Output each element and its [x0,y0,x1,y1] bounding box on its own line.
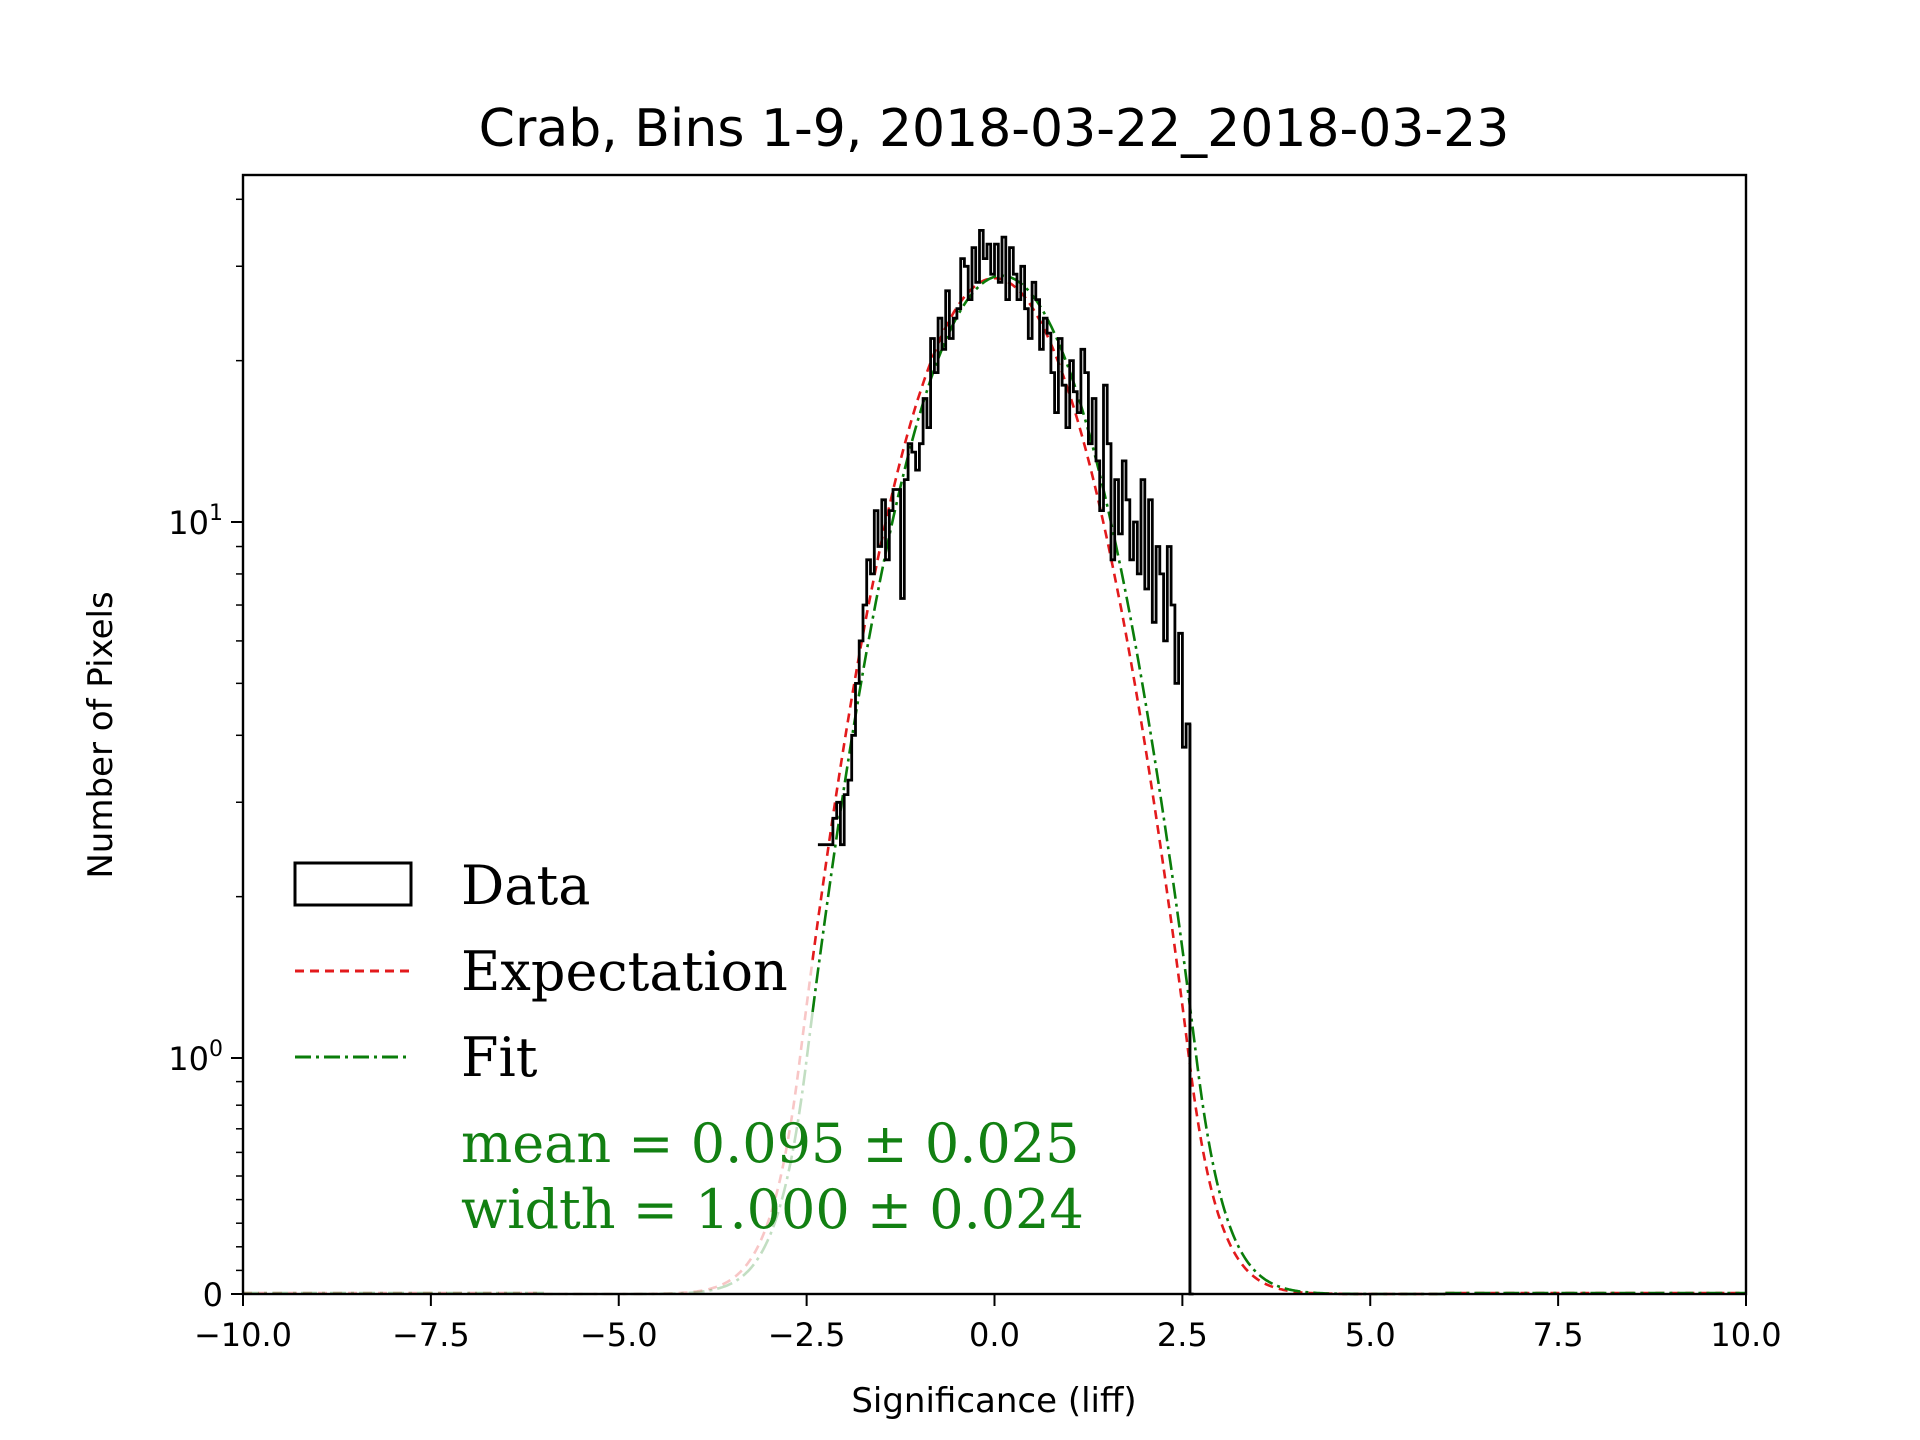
x-axis-label: Significance (liff) [851,1381,1136,1421]
y-axis-ticks: 101 100 0 [168,198,243,1314]
x-tick-label-6: 5.0 [1345,1316,1396,1354]
x-axis-ticks: −10.0 −7.5 −5.0 −2.5 0.0 2.5 5.0 7.5 10.0 [194,1294,1782,1354]
data-histogram-layer [817,229,1194,1296]
x-tick-label-8: 10.0 [1710,1316,1781,1354]
x-tick-label-4: 0.0 [969,1316,1020,1354]
x-tick-label-1: −7.5 [392,1316,470,1354]
x-tick-label-0: −10.0 [194,1316,292,1354]
legend-swatch-data [293,861,413,907]
plot-background [243,175,1746,1294]
y-axis-label: Number of Pixels [81,591,121,878]
plot-area [243,175,1746,1294]
fit-width-annotation: width = 1.000 ± 0.024 [461,1178,1084,1241]
legend-label-expectation: Expectation [461,940,788,1003]
chart-title: Crab, Bins 1-9, 2018-03-22_2018-03-23 [479,99,1510,159]
x-tick-label-2: −5.0 [580,1316,658,1354]
legend-label-data: Data [461,854,590,917]
x-tick-label-3: −2.5 [768,1316,846,1354]
fit-mean-annotation: mean = 0.095 ± 0.025 [461,1112,1079,1175]
y-tick-label-2: 0 [203,1276,223,1314]
data-histogram [817,229,1194,1296]
x-tick-label-5: 2.5 [1157,1316,1208,1354]
legend-label-fit: Fit [461,1026,538,1089]
x-tick-label-7: 7.5 [1533,1316,1584,1354]
fit-curve [811,274,1446,1296]
legend: Data Expectation Fit [293,854,788,1089]
y-tick-label-1: 100 [168,1037,223,1078]
y-tick-label-0: 101 [168,501,223,542]
